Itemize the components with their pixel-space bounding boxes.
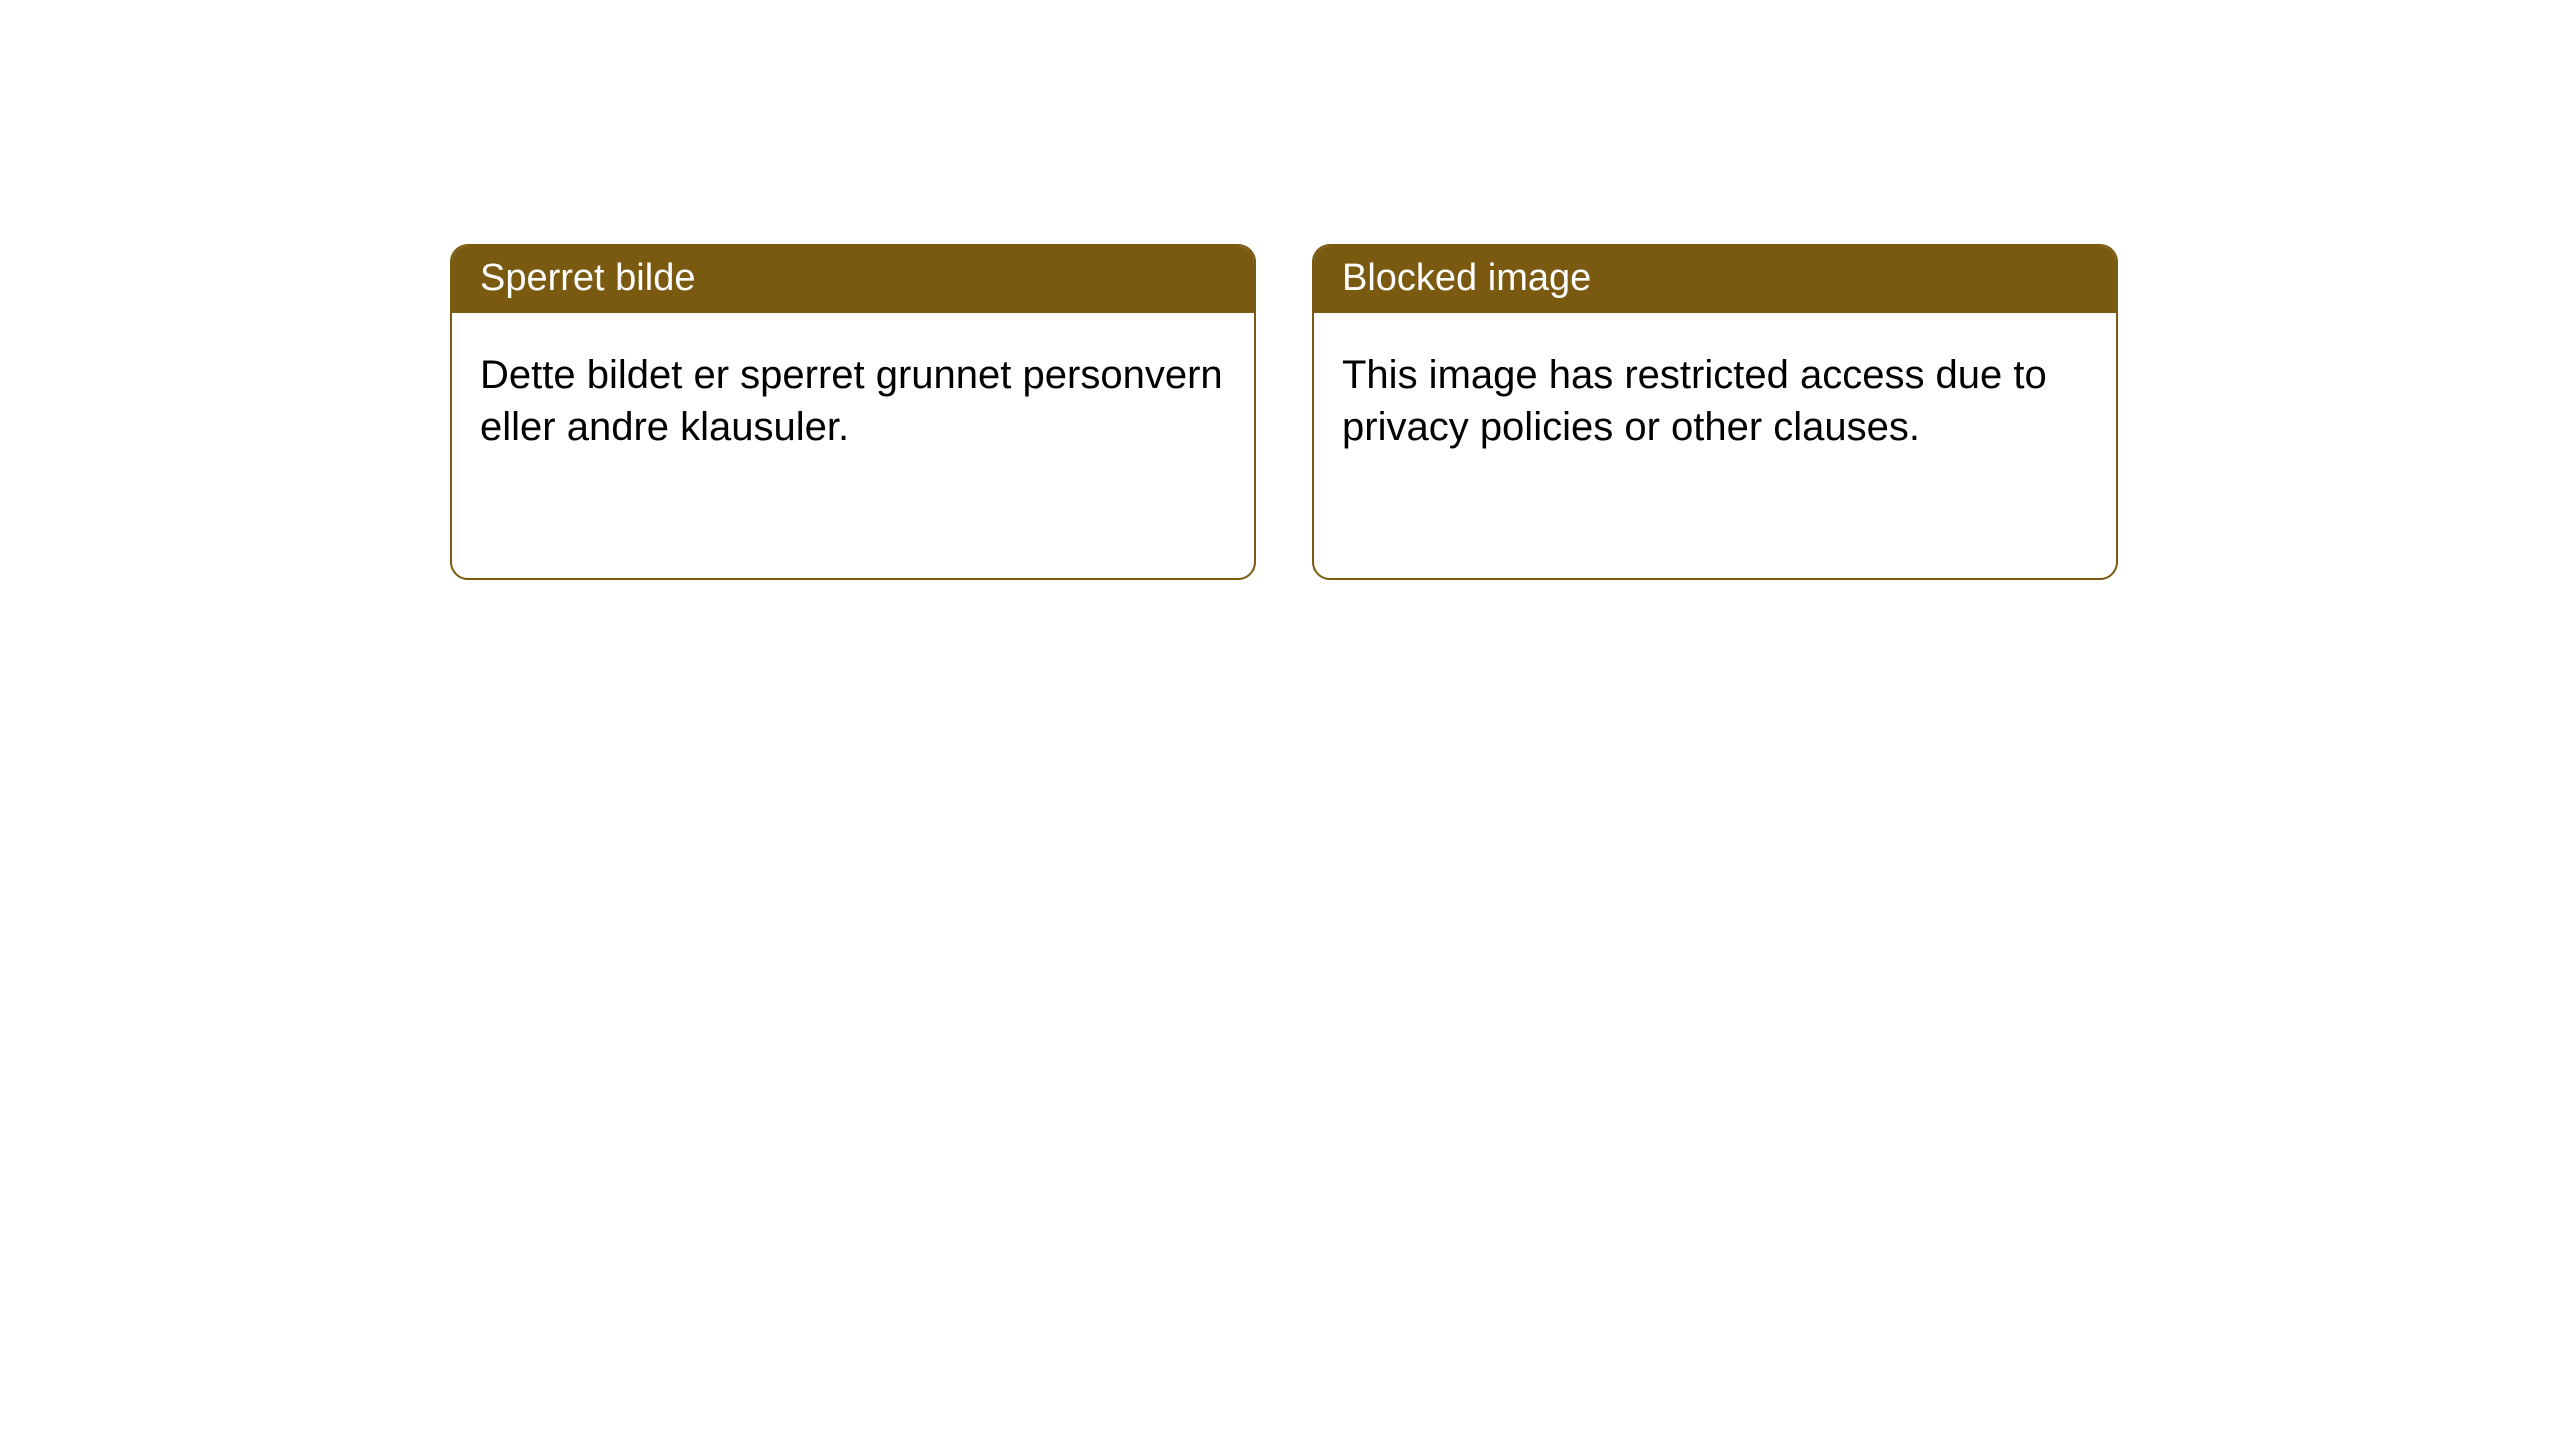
notice-header: Sperret bilde bbox=[452, 246, 1254, 313]
notice-card-norwegian: Sperret bilde Dette bildet er sperret gr… bbox=[450, 244, 1256, 580]
notice-body: This image has restricted access due to … bbox=[1314, 313, 2116, 481]
notice-header: Blocked image bbox=[1314, 246, 2116, 313]
notice-card-english: Blocked image This image has restricted … bbox=[1312, 244, 2118, 580]
notice-container: Sperret bilde Dette bildet er sperret gr… bbox=[0, 0, 2560, 580]
notice-body: Dette bildet er sperret grunnet personve… bbox=[452, 313, 1254, 481]
